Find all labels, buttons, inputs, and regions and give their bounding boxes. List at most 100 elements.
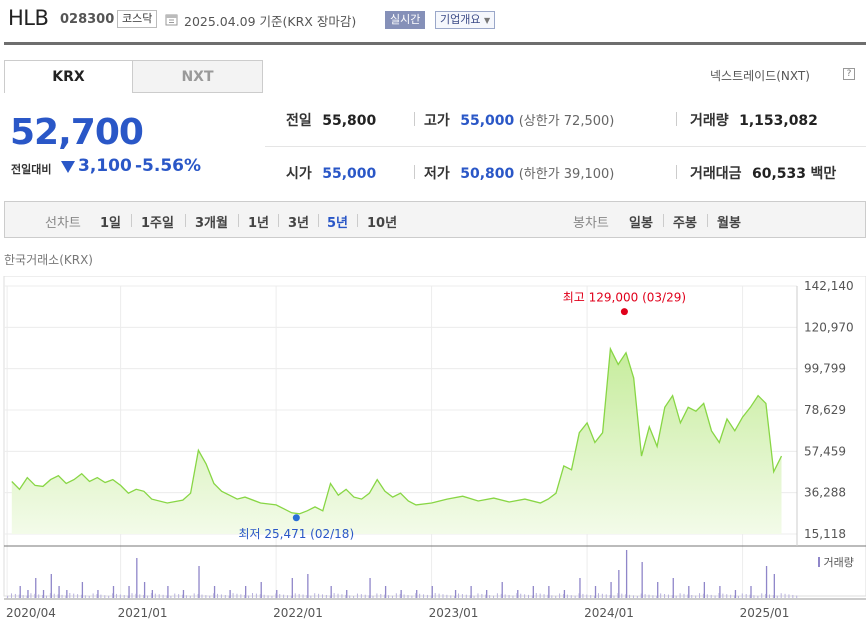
- tab-krx[interactable]: KRX: [4, 60, 133, 93]
- divider: [414, 165, 415, 179]
- volume-bar: [769, 594, 771, 598]
- help-icon[interactable]: ?: [843, 68, 855, 80]
- volume-bar: [512, 595, 514, 598]
- volume-bar: [773, 574, 775, 598]
- stat-label: 전일: [286, 113, 312, 129]
- volume-bar: [337, 593, 339, 598]
- volume-bar: [543, 594, 545, 598]
- volume-bar: [610, 582, 612, 598]
- volume-bar: [579, 578, 581, 598]
- volume-bar: [613, 595, 615, 598]
- volume-bar: [671, 595, 673, 598]
- volume-bar: [276, 590, 278, 598]
- y-tick-label: 78,629: [804, 403, 846, 417]
- volume-bar: [182, 594, 184, 598]
- volume-bar: [726, 594, 728, 598]
- volume-bar: [18, 594, 20, 598]
- company-info-label: 기업개요: [440, 13, 481, 26]
- source-label: 한국거래소(KRX): [4, 253, 93, 267]
- period-1d[interactable]: 1일: [100, 216, 122, 231]
- volume-bar: [516, 593, 518, 598]
- volume-bar: [81, 582, 84, 598]
- volume-bar: [143, 582, 146, 598]
- volume-bar: [131, 593, 133, 598]
- change-value: 3,100: [78, 156, 132, 176]
- period-1y[interactable]: 1년: [248, 216, 270, 231]
- volume-bar: [271, 595, 273, 598]
- period-3m[interactable]: 3개월: [195, 216, 228, 231]
- candle-daily[interactable]: 일봉: [629, 216, 653, 231]
- volume-bar: [722, 593, 724, 598]
- volume-bar: [119, 594, 121, 598]
- period-1w[interactable]: 1주일: [141, 216, 174, 231]
- volume-bar: [496, 593, 498, 598]
- x-tick-label: 2020/04: [6, 606, 56, 620]
- stat-low: 저가 50,800 (하한가 39,100): [424, 163, 614, 183]
- candle-monthly[interactable]: 월봉: [717, 216, 741, 231]
- candle-chart-label: 봉차트: [573, 216, 609, 231]
- volume-bar: [112, 586, 115, 598]
- x-tick-label: 2021/01: [118, 606, 168, 620]
- volume-bar: [384, 594, 386, 598]
- volume-bar: [667, 594, 669, 598]
- volume-bar: [267, 595, 269, 598]
- volume-bar: [147, 595, 149, 598]
- volume-bar: [151, 590, 154, 598]
- tab-nxt[interactable]: NXT: [132, 60, 263, 93]
- price-area: [11, 348, 782, 534]
- volume-bar: [566, 594, 568, 598]
- period-10y[interactable]: 10년: [367, 216, 398, 231]
- volume-bar: [621, 593, 623, 598]
- volume-bar: [753, 595, 755, 598]
- volume-bar: [416, 590, 418, 598]
- volume-bar: [115, 593, 117, 598]
- volume-bar: [761, 593, 763, 598]
- volume-bar: [388, 595, 390, 598]
- volume-bar: [765, 593, 767, 598]
- volume-bar: [734, 590, 737, 598]
- volume-bar: [158, 594, 160, 598]
- volume-bar: [609, 594, 611, 598]
- company-info-dropdown[interactable]: 기업개요 ▼: [435, 11, 496, 29]
- volume-bar: [104, 595, 106, 598]
- divider: [131, 214, 132, 227]
- volume-bar: [547, 594, 549, 598]
- volume-bar: [442, 594, 444, 598]
- divider: [318, 214, 319, 227]
- volume-bar: [562, 594, 564, 598]
- volume-bar: [415, 593, 417, 598]
- header-divider: [4, 42, 866, 45]
- volume-bar: [346, 590, 348, 598]
- volume-bar: [780, 593, 782, 598]
- volume-bar: [26, 595, 28, 598]
- volume-bar: [749, 594, 751, 598]
- realtime-button[interactable]: 실시간: [385, 11, 426, 29]
- volume-bar: [369, 578, 371, 598]
- volume-bar: [228, 595, 230, 598]
- volume-bar: [189, 595, 191, 598]
- volume-bar: [559, 593, 561, 598]
- volume-bar: [61, 594, 63, 598]
- volume-bar: [96, 594, 98, 598]
- volume-bar: [259, 594, 261, 598]
- volume-bar: [22, 595, 24, 598]
- period-5y[interactable]: 5년: [327, 216, 349, 231]
- candle-weekly[interactable]: 주봉: [673, 216, 697, 231]
- volume-bar: [112, 593, 114, 598]
- volume-bar: [679, 593, 681, 598]
- volume-bar: [364, 594, 366, 598]
- stat-prev-close: 전일 55,800: [286, 110, 376, 130]
- volume-bar: [500, 593, 502, 598]
- y-tick-label: 57,459: [804, 444, 846, 458]
- divider: [357, 214, 358, 227]
- volume-bar: [224, 595, 226, 598]
- volume-bar: [290, 595, 292, 598]
- stat-label: 시가: [286, 166, 312, 182]
- volume-bar: [80, 594, 82, 598]
- nxt-link[interactable]: 넥스트레이드(NXT): [710, 69, 810, 83]
- volume-bar: [632, 595, 634, 598]
- volume-bar: [197, 593, 199, 598]
- volume-bar: [135, 593, 137, 598]
- stock-header: HLB 028300 코스닥 2025.04.09 기준(KRX 장마감) 실시…: [0, 0, 866, 40]
- period-3y[interactable]: 3년: [288, 216, 310, 231]
